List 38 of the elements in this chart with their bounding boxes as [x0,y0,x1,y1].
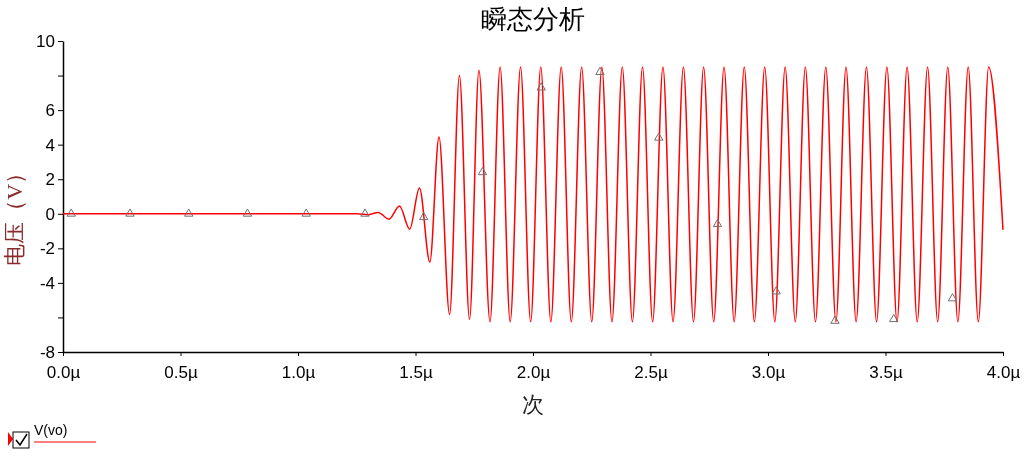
point [419,211,429,221]
point [66,208,76,217]
point [654,132,664,141]
point [301,208,311,217]
point [242,208,253,217]
y-tick-label: -2 [39,239,55,259]
y-tick-label: -8 [39,342,55,362]
x-tick-label: 1.0µ [281,362,316,382]
point [184,208,194,217]
line-series [62,66,1004,323]
chart-title: 瞬态分析 [481,5,585,34]
x-tick-label: 0.0µ [46,362,81,382]
y-tick-label: 6 [45,101,55,121]
text: V(vo) [34,422,68,438]
point [595,66,605,75]
y-tick-label: 10 [36,31,55,51]
y-axis-title: 电压（V） [2,161,27,266]
point [889,313,899,323]
x-tick-label: 2.5µ [634,362,668,382]
x-tick-label: 0.5µ [164,362,198,382]
point [947,293,958,302]
y-tick-label: 0 [45,204,55,224]
x-tick-label: 3.0µ [751,362,786,382]
x-tick-label: 1.5µ [399,362,433,382]
x-tick-label: 3.5µ [869,362,903,382]
point [712,218,723,228]
point [536,82,546,91]
y-tick-label: 2 [45,170,55,190]
point [125,208,135,217]
y-tick-label: -4 [39,273,55,293]
x-axis-title: 次 [522,392,544,417]
point [830,315,840,324]
y-tick-label: 4 [45,135,55,155]
point [477,167,488,176]
x-tick-label: 2.0µ [516,362,551,382]
x-tick-label: 4.0µ [986,362,1021,382]
point [771,286,781,295]
point [360,208,370,217]
